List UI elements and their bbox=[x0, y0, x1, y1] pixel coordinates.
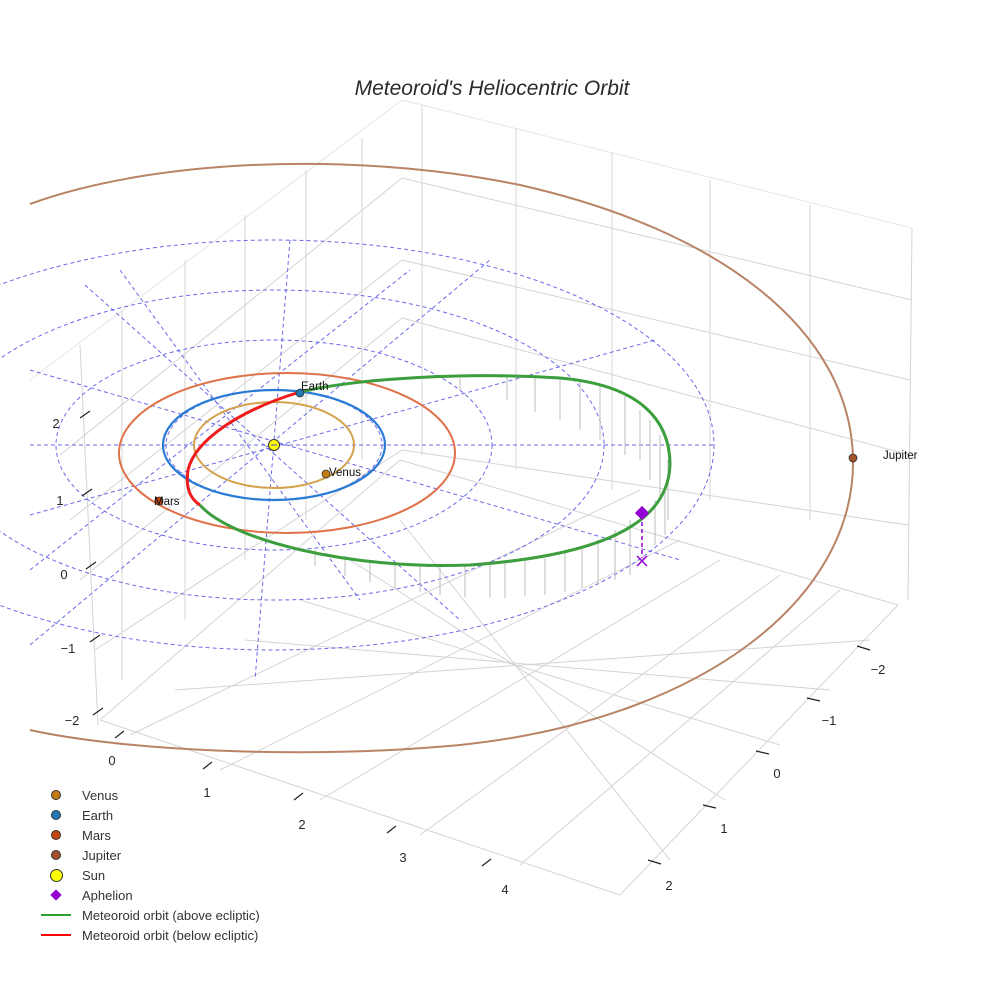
svg-text:1: 1 bbox=[56, 493, 63, 508]
legend-label: Meteoroid orbit (above ecliptic) bbox=[82, 907, 260, 923]
svg-text:2: 2 bbox=[665, 878, 672, 893]
svg-text:−1: −1 bbox=[822, 713, 837, 728]
svg-text:−2: −2 bbox=[65, 713, 80, 728]
legend-item-sun[interactable]: Sun bbox=[38, 865, 260, 885]
sun-circle-icon bbox=[49, 868, 63, 882]
earth-dot-icon bbox=[51, 810, 61, 820]
jupiter-label: Jupiter bbox=[883, 450, 918, 462]
meteoroid-orbit bbox=[185, 374, 672, 568]
legend-label: Meteoroid orbit (below ecliptic) bbox=[82, 927, 259, 943]
legend-item-aphelion[interactable]: Aphelion bbox=[38, 885, 260, 905]
svg-text:0: 0 bbox=[60, 567, 67, 582]
legend-item-jupiter[interactable]: Jupiter bbox=[38, 845, 260, 865]
legend-label: Venus bbox=[82, 787, 119, 803]
mars-dot-icon bbox=[51, 830, 61, 840]
planet-orbits bbox=[29, 162, 855, 754]
legend-item-orbit-above[interactable]: Meteoroid orbit (above ecliptic) bbox=[38, 905, 260, 925]
green-line-icon bbox=[41, 914, 71, 916]
legend-label: Earth bbox=[82, 807, 114, 823]
legend-label: Aphelion bbox=[82, 887, 133, 903]
orbit-stems bbox=[314, 376, 669, 598]
mars-marker[interactable]: Mars bbox=[154, 496, 180, 508]
venus-label: Venus bbox=[329, 467, 361, 479]
legend-item-earth[interactable]: Earth bbox=[38, 805, 260, 825]
venus-marker[interactable]: Venus bbox=[321, 467, 361, 479]
legend-item-venus[interactable]: Venus bbox=[38, 785, 260, 805]
svg-text:3: 3 bbox=[399, 850, 406, 865]
jupiter-marker[interactable]: Jupiter bbox=[848, 450, 918, 463]
svg-text:4: 4 bbox=[501, 882, 508, 897]
z-axis: 2 1 0 −1 −2 bbox=[52, 410, 104, 728]
svg-text:0: 0 bbox=[773, 766, 780, 781]
earth-marker[interactable]: Earth bbox=[295, 381, 329, 398]
grid-box bbox=[29, 99, 913, 896]
aphelion-diamond-icon bbox=[50, 889, 62, 901]
y-axis: −2 −1 0 1 2 bbox=[647, 645, 886, 893]
svg-text:1: 1 bbox=[720, 821, 727, 836]
legend-label: Jupiter bbox=[82, 847, 122, 863]
x-axis: 0 1 2 3 4 bbox=[108, 730, 509, 897]
svg-text:2: 2 bbox=[298, 817, 305, 832]
svg-text:−2: −2 bbox=[871, 662, 886, 677]
red-line-icon bbox=[41, 934, 71, 936]
legend-item-mars[interactable]: Mars bbox=[38, 825, 260, 845]
jupiter-dot-icon bbox=[51, 850, 61, 860]
svg-text:0: 0 bbox=[108, 753, 115, 768]
meteoroid-orbit-above bbox=[198, 374, 672, 568]
jupiter-orbit bbox=[29, 162, 855, 754]
venus-dot-icon bbox=[51, 790, 61, 800]
aphelion-marker[interactable] bbox=[634, 505, 650, 567]
meteoroid-orbit-below bbox=[185, 390, 301, 507]
legend-label: Mars bbox=[82, 827, 111, 843]
legend-item-orbit-below[interactable]: Meteoroid orbit (below ecliptic) bbox=[38, 925, 260, 945]
aphelion-projection-x-icon bbox=[636, 555, 648, 567]
sun-marker[interactable] bbox=[268, 439, 280, 451]
mars-orbit bbox=[118, 372, 456, 534]
earth-label: Earth bbox=[301, 381, 329, 393]
svg-text:1: 1 bbox=[203, 785, 210, 800]
svg-text:2: 2 bbox=[52, 416, 59, 431]
aphelion-diamond-icon bbox=[634, 505, 650, 521]
svg-text:−1: −1 bbox=[61, 641, 76, 656]
earth-orbit bbox=[161, 388, 387, 502]
ecliptic-reference-grid bbox=[0, 239, 715, 681]
legend: Venus Earth Mars Jupiter Sun Aphelion Me… bbox=[38, 785, 260, 945]
legend-label: Sun bbox=[82, 867, 106, 883]
chart-title: Meteoroid's Heliocentric Orbit bbox=[355, 77, 631, 100]
mars-label: Mars bbox=[154, 496, 180, 508]
